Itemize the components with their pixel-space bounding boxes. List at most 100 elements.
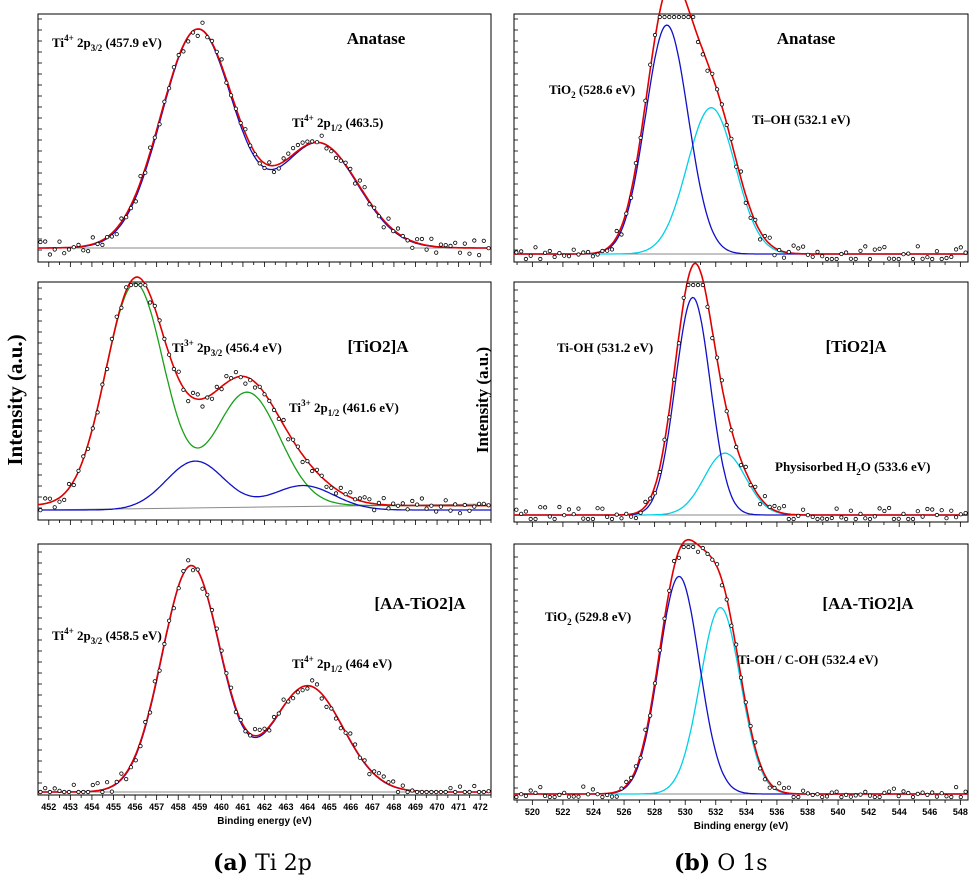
data-point	[38, 789, 43, 795]
data-point	[276, 711, 281, 716]
x-tick-label: 455	[106, 802, 121, 812]
data-point	[643, 727, 648, 732]
x-tick-label: 544	[892, 807, 907, 817]
data-point	[762, 493, 768, 499]
data-point	[66, 481, 72, 487]
data-point	[233, 106, 238, 111]
peak-label: Ti4+ 2p3/2 (458.5 eV)	[52, 626, 162, 646]
data-point	[219, 648, 224, 653]
data-point	[71, 482, 76, 488]
x-tick-label: 526	[617, 807, 632, 817]
data-point	[476, 789, 482, 795]
x-tick-label: 472	[473, 802, 488, 812]
data-point	[671, 377, 677, 382]
x-tick-label: 528	[647, 807, 662, 817]
data-point	[314, 140, 320, 145]
data-point	[734, 164, 739, 169]
data-point	[600, 506, 605, 511]
series-second	[514, 606, 968, 795]
data-point	[438, 242, 443, 247]
data-point	[777, 781, 782, 786]
data-point	[886, 505, 892, 511]
data-point	[462, 502, 467, 508]
data-point	[834, 256, 839, 262]
data-point	[562, 790, 567, 795]
data-point	[200, 404, 205, 409]
data-point	[352, 497, 358, 502]
data-point	[753, 484, 758, 489]
data-point	[252, 152, 258, 157]
data-point	[252, 385, 258, 390]
data-point	[286, 699, 291, 704]
data-point	[863, 244, 868, 249]
data-point	[600, 794, 605, 800]
peak-label-part: Ti-OH (531.2 eV)	[557, 340, 653, 355]
data-point	[376, 771, 381, 776]
data-point	[595, 792, 600, 797]
data-point	[800, 244, 806, 249]
data-point	[824, 794, 830, 799]
peak-label-part: 1/2	[328, 408, 340, 418]
data-point	[609, 794, 615, 799]
data-point	[657, 14, 662, 20]
data-point	[405, 507, 410, 512]
data-point	[467, 251, 472, 256]
peak-label-part: 3/2	[91, 636, 103, 646]
data-point	[152, 303, 157, 308]
data-point	[400, 783, 405, 788]
data-point	[453, 502, 458, 507]
data-point	[767, 235, 772, 240]
data-point	[457, 784, 463, 789]
data-point	[81, 789, 86, 795]
data-point	[820, 794, 825, 800]
data-point	[448, 508, 453, 513]
data-point	[233, 709, 238, 715]
data-point	[86, 446, 91, 451]
data-point	[376, 500, 381, 505]
data-point	[729, 623, 734, 628]
data-point	[930, 507, 935, 512]
data-point	[643, 499, 648, 504]
data-point	[333, 491, 339, 496]
data-point	[386, 780, 391, 785]
data-point	[405, 238, 410, 243]
data-point	[481, 789, 486, 795]
data-point	[800, 788, 806, 793]
data-point	[305, 458, 310, 464]
data-point	[901, 252, 906, 257]
data-point	[205, 395, 210, 400]
data-point	[638, 755, 643, 760]
data-point	[619, 786, 624, 791]
x-tick-label: 532	[708, 807, 723, 817]
data-point	[820, 516, 825, 521]
data-point	[462, 241, 467, 246]
data-point	[523, 256, 529, 262]
x-tick-label: 538	[800, 807, 815, 817]
data-point	[614, 794, 619, 799]
data-point	[248, 143, 253, 148]
data-point	[214, 626, 219, 631]
data-point	[86, 789, 91, 795]
peak-label-part: (457.9 eV)	[102, 35, 162, 50]
data-point	[652, 491, 658, 496]
data-point	[190, 390, 196, 395]
data-point	[571, 794, 576, 799]
peak-label-part: O (533.6 eV)	[861, 459, 931, 474]
x-tick-label: 524	[586, 807, 601, 817]
data-point	[362, 495, 367, 500]
peak-label-part: (529.8 eV)	[572, 609, 632, 624]
data-point	[138, 174, 143, 179]
data-point	[925, 506, 930, 512]
data-point	[462, 789, 467, 795]
x-tick-label: 454	[84, 802, 99, 812]
data-point	[609, 516, 615, 522]
data-point	[262, 726, 267, 731]
x-tick-label: 540	[831, 807, 846, 817]
data-point	[729, 428, 734, 433]
data-point	[585, 792, 591, 797]
data-point	[829, 515, 834, 521]
data-point	[676, 14, 682, 20]
data-point	[915, 791, 920, 797]
data-point	[901, 511, 906, 516]
